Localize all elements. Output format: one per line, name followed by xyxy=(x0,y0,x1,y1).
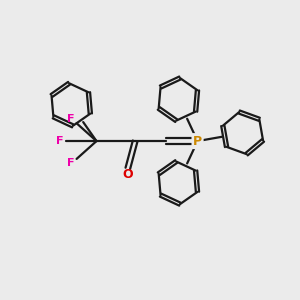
Text: O: O xyxy=(122,168,133,181)
Text: F: F xyxy=(68,158,75,168)
Text: F: F xyxy=(56,136,63,146)
Text: F: F xyxy=(68,114,75,124)
Text: P: P xyxy=(193,135,202,148)
